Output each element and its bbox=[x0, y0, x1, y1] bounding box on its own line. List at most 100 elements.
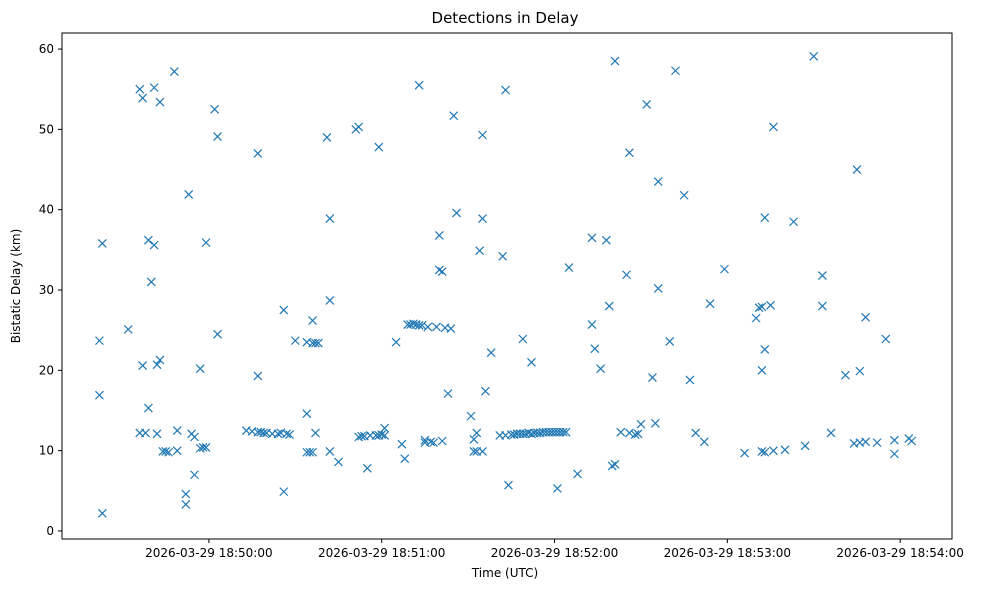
data-point bbox=[789, 217, 799, 227]
data-point bbox=[650, 418, 660, 428]
data-point bbox=[181, 500, 191, 509]
data-point bbox=[590, 344, 600, 354]
data-point bbox=[201, 238, 211, 248]
data-point bbox=[190, 470, 199, 480]
data-point bbox=[757, 365, 767, 375]
data-point bbox=[699, 437, 709, 447]
data-point bbox=[437, 436, 447, 446]
data-point bbox=[302, 409, 312, 419]
data-point bbox=[642, 100, 652, 109]
data-point bbox=[143, 235, 153, 245]
data-point bbox=[259, 428, 269, 438]
data-point bbox=[478, 130, 487, 140]
data-point bbox=[164, 447, 173, 457]
data-point bbox=[498, 251, 508, 261]
data-point bbox=[279, 305, 289, 315]
data-point bbox=[143, 403, 153, 413]
data-point bbox=[751, 313, 761, 323]
data-point bbox=[705, 299, 715, 309]
data-point bbox=[653, 283, 663, 293]
data-point bbox=[760, 447, 770, 457]
data-point bbox=[152, 429, 162, 439]
x-tick-label: 2026-03-29 18:53:00 bbox=[664, 546, 791, 560]
data-point bbox=[325, 296, 335, 305]
data-point bbox=[852, 165, 862, 174]
data-point bbox=[313, 338, 323, 348]
data-point bbox=[817, 301, 827, 311]
data-point bbox=[354, 122, 364, 132]
data-point bbox=[305, 447, 315, 457]
data-point bbox=[561, 427, 571, 437]
data-point bbox=[138, 361, 148, 370]
data-point bbox=[817, 271, 827, 280]
data-point bbox=[768, 122, 778, 132]
data-point bbox=[826, 428, 836, 438]
data-point bbox=[861, 437, 871, 447]
data-point bbox=[443, 389, 453, 399]
data-point bbox=[671, 66, 680, 76]
y-tick-label: 0 bbox=[46, 524, 54, 538]
data-point bbox=[161, 447, 171, 456]
data-point bbox=[357, 431, 366, 441]
data-point bbox=[279, 487, 289, 497]
data-point bbox=[195, 364, 205, 374]
data-point bbox=[311, 338, 320, 348]
data-point bbox=[768, 446, 778, 456]
data-point bbox=[146, 277, 156, 287]
data-point bbox=[123, 324, 133, 334]
data-point bbox=[311, 428, 320, 438]
data-point bbox=[198, 443, 208, 452]
data-point bbox=[400, 454, 410, 464]
data-point bbox=[504, 480, 513, 490]
x-tick-label: 2026-03-29 18:54:00 bbox=[836, 546, 963, 560]
data-point bbox=[881, 334, 891, 344]
data-point bbox=[290, 336, 300, 346]
data-point bbox=[325, 214, 335, 223]
data-point bbox=[685, 375, 695, 385]
data-point bbox=[155, 355, 165, 365]
data-point bbox=[190, 432, 199, 442]
x-tick-label: 2026-03-29 18:51:00 bbox=[318, 546, 445, 560]
data-point bbox=[872, 438, 882, 448]
x-axis: 2026-03-29 18:50:00 2026-03-29 18:51:00 20… bbox=[145, 539, 964, 560]
data-point bbox=[97, 508, 107, 518]
data-point bbox=[446, 324, 456, 333]
data-point bbox=[691, 428, 701, 438]
data-point bbox=[841, 370, 850, 380]
data-point bbox=[420, 435, 430, 445]
data-point bbox=[149, 240, 159, 250]
data-point bbox=[766, 300, 775, 310]
data-point bbox=[253, 149, 263, 158]
data-point bbox=[780, 445, 790, 455]
data-point bbox=[397, 439, 407, 449]
data-point bbox=[861, 312, 871, 322]
data-point bbox=[184, 190, 194, 199]
data-point bbox=[624, 428, 634, 438]
data-point bbox=[377, 430, 387, 440]
data-point bbox=[426, 437, 436, 447]
data-point bbox=[423, 322, 433, 332]
data-point bbox=[172, 446, 182, 456]
data-point bbox=[601, 235, 611, 245]
data-points bbox=[95, 51, 917, 518]
y-tick-label: 30 bbox=[39, 283, 54, 297]
data-point bbox=[475, 246, 485, 256]
data-point bbox=[478, 447, 487, 456]
data-point bbox=[518, 334, 528, 344]
data-point bbox=[754, 303, 764, 313]
data-point bbox=[449, 111, 459, 121]
y-tick-label: 40 bbox=[39, 203, 54, 217]
data-point bbox=[800, 441, 810, 451]
data-point bbox=[552, 483, 562, 493]
data-point bbox=[610, 56, 620, 66]
data-point bbox=[558, 427, 568, 437]
data-point bbox=[282, 429, 292, 439]
data-point bbox=[527, 357, 536, 367]
data-point bbox=[587, 233, 597, 243]
data-point bbox=[434, 230, 444, 240]
data-point bbox=[889, 435, 899, 445]
data-point bbox=[362, 463, 372, 473]
data-point bbox=[308, 447, 318, 457]
data-point bbox=[469, 434, 479, 444]
data-point bbox=[374, 142, 384, 152]
